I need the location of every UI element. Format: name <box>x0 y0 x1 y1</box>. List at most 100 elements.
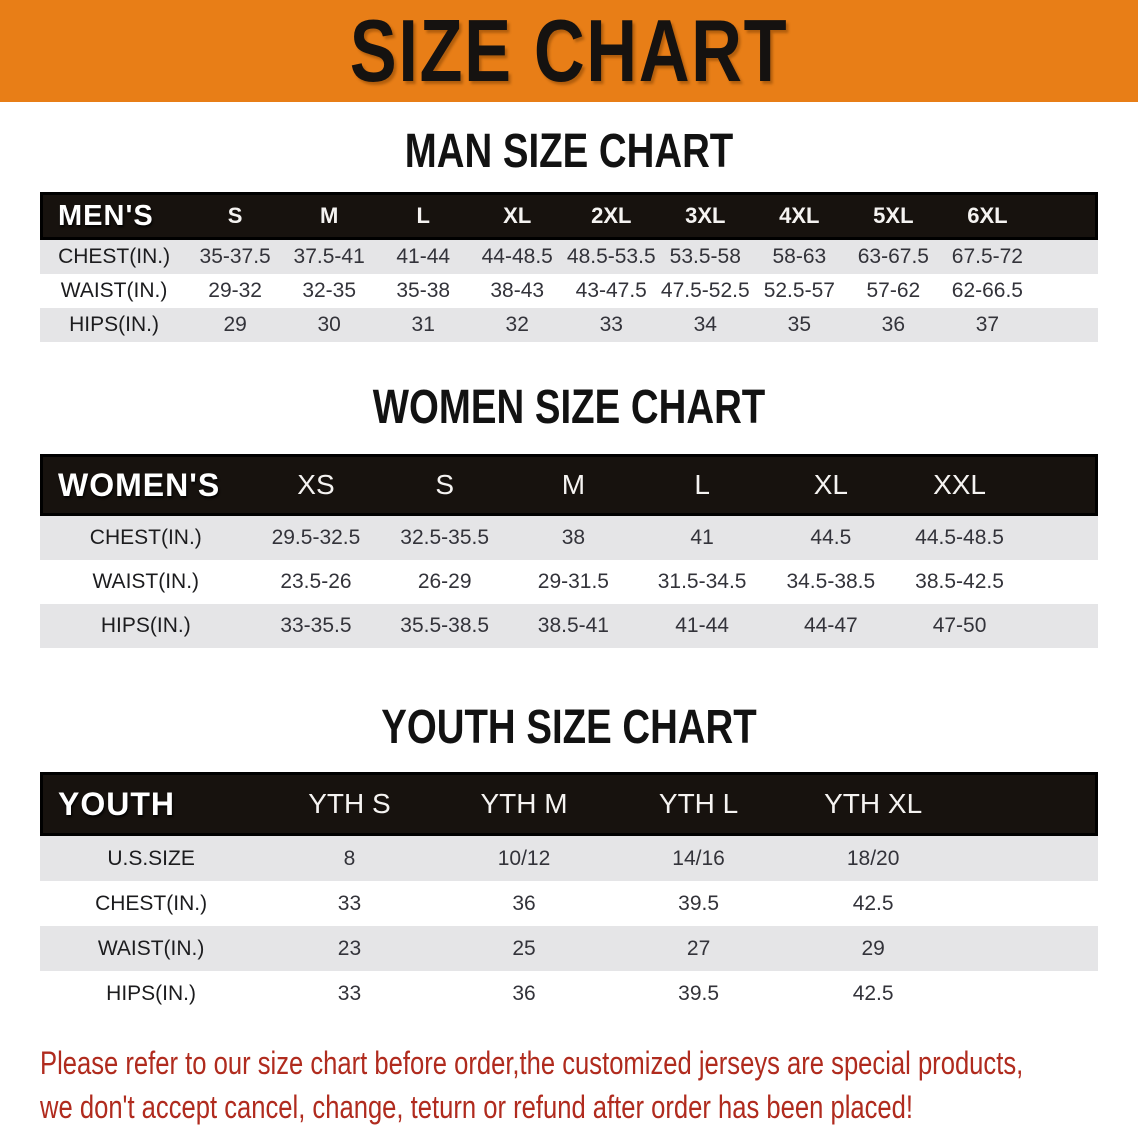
measurement-value: 38.5-42.5 <box>915 570 1004 593</box>
spacer-cell <box>1034 240 1098 274</box>
table-header-label: WOMEN'S <box>58 466 221 503</box>
measurement-value: 25 <box>512 936 536 960</box>
measurement-value: 31 <box>411 313 435 336</box>
measurement-value: 44-47 <box>803 614 858 637</box>
measurement-value: 42.5 <box>852 891 894 915</box>
size-column-header: 4XL <box>779 203 820 228</box>
measurement-value: 29.5-32.5 <box>271 526 361 549</box>
banner-title: SIZE CHART <box>349 1 789 100</box>
measurement-value: 26-29 <box>417 570 472 593</box>
measurement-row-label: U.S.SIZE <box>107 846 195 870</box>
measurement-value: 29 <box>223 313 247 336</box>
size-column-header: S <box>435 469 455 500</box>
measurement-value: 34 <box>693 313 717 336</box>
size-column-header: XS <box>297 469 335 500</box>
measurement-row-label: WAIST(IN.) <box>60 279 168 302</box>
measurement-row-label: CHEST(IN.) <box>89 526 202 549</box>
mens-size-table: MEN'S S M L XL 2XL 3XL 4XL 5XL 6XL CHEST(IN.) 35-37… <box>40 192 1098 342</box>
measurement-value: 57-62 <box>866 279 921 302</box>
measurement-value: 8 <box>343 846 356 870</box>
measurement-value: 53.5-58 <box>669 245 741 268</box>
size-column-header: YTH XL <box>824 788 923 819</box>
measurement-value: 29 <box>861 936 885 960</box>
measurement-value: 37 <box>975 313 1000 336</box>
measurement-row: HIPS(IN.) 33 36 39.5 42.5 <box>40 971 1098 1016</box>
disclaimer-line-2: we don't accept cancel, change, teturn o… <box>40 1088 913 1125</box>
measurement-value: 44.5-48.5 <box>915 526 1004 549</box>
measurement-value: 41-44 <box>675 614 729 637</box>
size-column-header: S <box>227 203 243 228</box>
measurement-value: 27 <box>686 936 711 960</box>
measurement-value: 38.5-41 <box>537 614 609 637</box>
measurement-value: 29-32 <box>208 279 262 302</box>
measurement-value: 39.5 <box>678 981 720 1005</box>
size-column-header: YTH L <box>658 788 739 819</box>
measurement-value: 30 <box>317 313 341 336</box>
spacer-cell <box>1024 560 1098 604</box>
size-column-header: 3XL <box>685 203 726 228</box>
spacer-cell <box>1034 192 1098 240</box>
measurement-value: 39.5 <box>678 891 720 915</box>
measurement-row-label: HIPS(IN.) <box>106 981 196 1005</box>
measurement-value: 33 <box>337 981 362 1005</box>
spacer-cell <box>960 881 1098 926</box>
measurement-row: CHEST(IN.) 29.5-32.5 32.5-35.5 38 41 44.5 44.5… <box>40 516 1098 560</box>
table-header-label: MEN'S <box>58 199 154 232</box>
measurement-value: 29-31.5 <box>537 570 609 593</box>
measurement-value: 48.5-53.5 <box>566 245 656 268</box>
measurement-row-label: HIPS(IN.) <box>69 313 159 336</box>
measurement-value: 41-44 <box>396 245 451 268</box>
measurement-value: 10/12 <box>497 846 551 870</box>
measurement-value: 44-48.5 <box>481 245 553 268</box>
measurement-value: 33 <box>337 891 362 915</box>
measurement-value: 35.5-38.5 <box>400 614 490 637</box>
size-column-header: YTH S <box>308 788 391 819</box>
measurement-value: 36 <box>512 981 536 1005</box>
measurement-value: 38-43 <box>490 279 545 302</box>
measurement-row: CHEST(IN.) 35-37.5 37.5-41 41-44 44-48.5 48.5… <box>40 240 1098 274</box>
measurement-row: WAIST(IN.) 23.5-26 26-29 29-31.5 31.5-34.5 34… <box>40 560 1098 604</box>
spacer-cell <box>960 926 1098 971</box>
measurement-value: 35 <box>787 313 811 336</box>
disclaimer-line-1: Please refer to our size chart before or… <box>40 1045 1024 1081</box>
size-column-header: M <box>320 203 339 228</box>
size-column-header: 2XL <box>591 203 632 228</box>
measurement-row-label: HIPS(IN.) <box>100 614 191 637</box>
banner: SIZE CHART <box>0 0 1138 102</box>
table-header-label: YOUTH <box>58 785 175 822</box>
measurement-row: WAIST(IN.) 29-32 32-35 35-38 38-43 43-47.5 47.… <box>40 274 1098 308</box>
measurement-value: 23 <box>337 936 362 960</box>
size-column-header: L <box>694 469 710 500</box>
women-size-chart-heading: WOMEN SIZE CHART <box>372 381 766 434</box>
youth-size-chart-heading: YOUTH SIZE CHART <box>381 701 757 754</box>
spacer-cell <box>1024 604 1098 648</box>
size-column-header: 6XL <box>967 203 1008 228</box>
measurement-value: 38 <box>561 526 586 549</box>
size-column-header: L <box>416 203 430 228</box>
measurement-value: 41 <box>690 526 714 549</box>
measurement-value: 52.5-57 <box>763 279 835 302</box>
womens-size-table: WOMEN'S XS S M L XL XXL CHEST(IN.) 29.5-32.5 32.5… <box>40 454 1098 648</box>
spacer-cell <box>960 836 1098 881</box>
measurement-value: 35-37.5 <box>199 245 271 268</box>
size-column-header: 5XL <box>873 203 914 228</box>
measurement-value: 62-66.5 <box>951 279 1023 302</box>
measurement-value: 32.5-35.5 <box>400 526 490 549</box>
measurement-row-label: WAIST(IN.) <box>92 570 200 593</box>
measurement-row: U.S.SIZE 8 10/12 14/16 18/20 <box>40 836 1098 881</box>
measurement-value: 36 <box>512 891 536 915</box>
measurement-value: 23.5-26 <box>280 570 352 593</box>
measurement-value: 43-47.5 <box>575 279 647 302</box>
spacer-cell <box>1024 516 1098 560</box>
measurement-value: 47-50 <box>932 614 987 637</box>
measurement-value: 67.5-72 <box>951 245 1023 268</box>
measurement-value: 42.5 <box>852 981 894 1005</box>
table-header-row: YOUTH YTH S YTH M YTH L YTH XL <box>40 772 1098 836</box>
measurement-row-label: WAIST(IN.) <box>97 936 205 960</box>
measurement-value: 37.5-41 <box>293 245 365 268</box>
measurement-row: WAIST(IN.) 23 25 27 29 <box>40 926 1098 971</box>
spacer-cell <box>1024 454 1098 516</box>
size-column-header: M <box>561 469 586 500</box>
measurement-value: 32-35 <box>302 279 357 302</box>
